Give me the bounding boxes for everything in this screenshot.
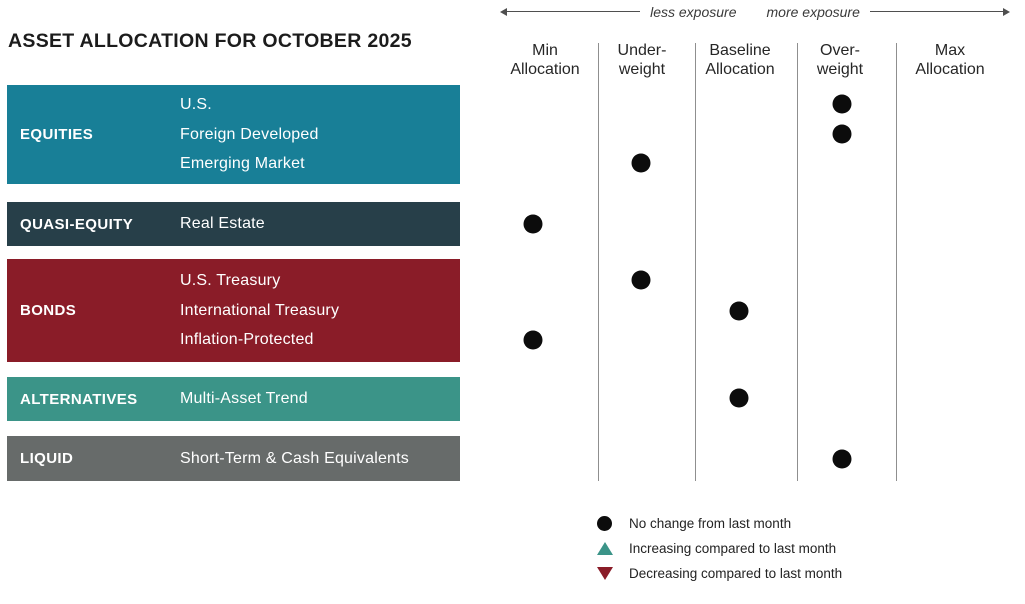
category-label: QUASI-EQUITY xyxy=(20,215,134,233)
allocation-dot xyxy=(523,330,543,350)
decrease-triangle-down-icon xyxy=(596,567,613,580)
allocation-chart: Min Allocation Under- weight Baseline Al… xyxy=(497,40,1019,490)
asset-label: U.S. Treasury xyxy=(180,272,281,290)
asset-label: International Treasury xyxy=(180,301,340,319)
right-arrow-icon xyxy=(1003,7,1010,16)
legend-label: Decreasing compared to last month xyxy=(629,566,843,581)
column-header-max-allocation: Max Allocation xyxy=(915,42,985,78)
asset-label: U.S. xyxy=(180,96,212,114)
legend-item-no-change: No change from last month xyxy=(596,511,842,536)
category-bar-equities: EQUITIES U.S. Foreign Developed Emerging… xyxy=(7,85,460,184)
allocation-dot xyxy=(631,270,651,290)
legend-item-decreasing: Decreasing compared to last month xyxy=(596,561,842,586)
category-label: BONDS xyxy=(20,302,77,319)
legend-label: No change from last month xyxy=(629,516,792,531)
allocation-dot xyxy=(832,449,852,469)
category-bar-liquid: LIQUID Short-Term & Cash Equivalents xyxy=(7,436,460,481)
column-divider xyxy=(896,43,897,481)
asset-label: Foreign Developed xyxy=(180,125,319,143)
less-exposure-label: less exposure xyxy=(650,3,737,20)
asset-list: Multi-Asset Trend xyxy=(180,384,308,414)
category-bar-bonds: BONDS U.S. Treasury International Treasu… xyxy=(7,259,460,362)
category-label: EQUITIES xyxy=(20,126,94,143)
asset-list: Short-Term & Cash Equivalents xyxy=(180,444,409,474)
page-title: ASSET ALLOCATION FOR OCTOBER 2025 xyxy=(8,30,412,52)
allocation-dot xyxy=(729,301,749,321)
asset-label: Multi-Asset Trend xyxy=(180,390,308,408)
category-label: ALTERNATIVES xyxy=(20,390,138,408)
more-exposure-label: more exposure xyxy=(766,3,860,20)
allocation-dot xyxy=(729,388,749,408)
legend-label: Increasing compared to last month xyxy=(629,541,837,556)
asset-list: U.S. Treasury International Treasury Inf… xyxy=(180,266,339,355)
asset-label: Emerging Market xyxy=(180,155,305,173)
allocation-dot xyxy=(832,94,852,114)
asset-label: Short-Term & Cash Equivalents xyxy=(180,449,410,467)
column-header-overweight: Over- weight xyxy=(816,42,864,78)
asset-list: U.S. Foreign Developed Emerging Market xyxy=(180,90,319,179)
allocation-dot xyxy=(832,124,852,144)
category-bar-alternatives: ALTERNATIVES Multi-Asset Trend xyxy=(7,377,460,421)
left-arrow-line xyxy=(507,11,641,12)
asset-label: Real Estate xyxy=(180,215,265,233)
column-divider xyxy=(695,43,696,481)
allocation-dot xyxy=(523,214,543,234)
legend: No change from last month Increasing com… xyxy=(596,511,842,586)
right-arrow-line xyxy=(869,11,1003,12)
allocation-dot xyxy=(631,153,651,173)
category-label: LIQUID xyxy=(20,450,74,467)
column-header-underweight: Under- weight xyxy=(617,42,667,78)
increase-triangle-up-icon xyxy=(596,542,613,555)
exposure-axis: less exposure more exposure xyxy=(500,3,1010,20)
left-arrow-icon xyxy=(500,7,507,16)
asset-label: Inflation-Protected xyxy=(180,331,314,349)
column-header-min-allocation: Min Allocation xyxy=(510,42,580,78)
column-divider xyxy=(797,43,798,481)
category-bar-quasi-equity: QUASI-EQUITY Real Estate xyxy=(7,202,460,246)
column-divider xyxy=(598,43,599,481)
legend-item-increasing: Increasing compared to last month xyxy=(596,536,842,561)
asset-list: Real Estate xyxy=(180,209,265,239)
no-change-circle-icon xyxy=(596,516,613,531)
column-header-baseline: Baseline Allocation xyxy=(705,42,775,78)
